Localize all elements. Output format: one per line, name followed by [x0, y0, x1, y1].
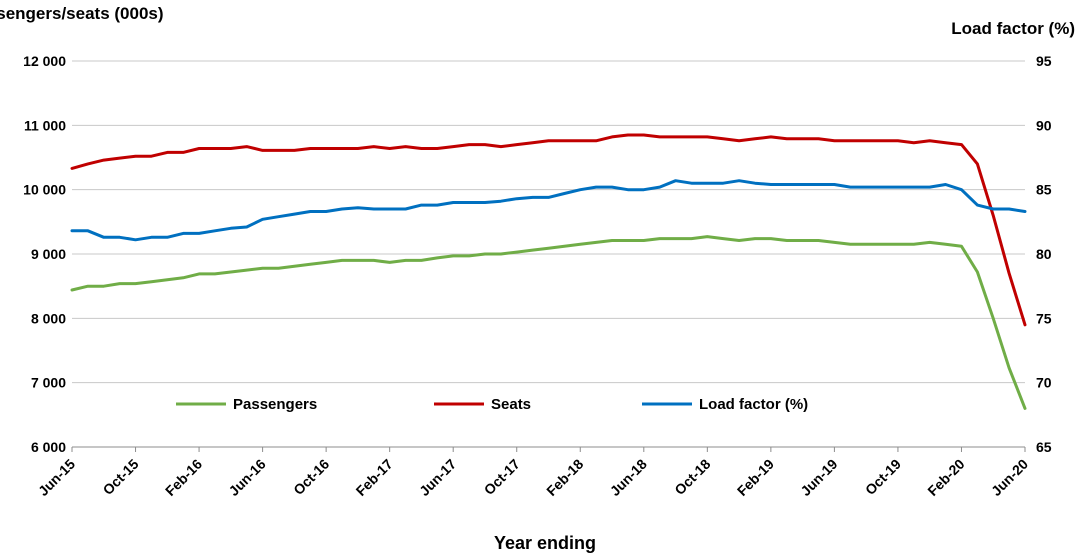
- left-y-tick-label: 12 000: [23, 53, 66, 69]
- x-tick-label: Oct-15: [100, 456, 142, 498]
- x-tick-label: Jun-15: [35, 456, 78, 499]
- x-tick-label: Feb-19: [734, 456, 777, 499]
- right-y-tick-label: 70: [1036, 375, 1052, 391]
- legend-label: Seats: [491, 396, 531, 413]
- x-tick-label: Feb-20: [924, 456, 967, 499]
- x-tick-label: Oct-16: [290, 456, 332, 498]
- x-tick-label: Jun-20: [988, 456, 1031, 499]
- left-y-tick-label: 7 000: [31, 375, 66, 391]
- gridlines: [72, 60, 1025, 448]
- right-y-tick-label: 80: [1036, 246, 1052, 262]
- right-y-tick-labels: 65 70 75 80 85 90 95: [1036, 53, 1052, 455]
- x-tick-labels: Jun-15 Oct-15 Feb-16 Jun-16 Oct-16 Feb-17 Jun-…: [35, 447, 1031, 499]
- x-axis-title: Year ending: [494, 533, 596, 553]
- x-tick-label: Jun-19: [797, 456, 840, 499]
- left-y-tick-labels: 6 000 7 000 8 000 9 000 10 000 11 000 12 000: [23, 53, 66, 455]
- x-tick-label: Jun-16: [225, 456, 268, 499]
- x-tick-label: Oct-18: [671, 456, 713, 498]
- legend-label: Load factor (%): [699, 396, 808, 413]
- series-line-load-factor: [70, 179, 1027, 242]
- x-tick-label: Oct-19: [862, 456, 904, 498]
- right-y-tick-label: 85: [1036, 182, 1052, 198]
- series-line-passengers: [70, 235, 1027, 410]
- left-y-tick-label: 10 000: [23, 182, 66, 198]
- series-line-seats: [70, 133, 1027, 327]
- x-tick-label: Oct-17: [481, 456, 523, 498]
- left-y-tick-label: 8 000: [31, 310, 66, 326]
- x-tick-label: Feb-17: [353, 456, 396, 499]
- left-y-tick-label: 9 000: [31, 246, 66, 262]
- right-y-tick-label: 75: [1036, 310, 1052, 326]
- x-tick-label: Jun-17: [416, 456, 459, 499]
- left-axis-title: Passengers/seats (000s): [0, 4, 164, 23]
- x-tick-label: Jun-18: [607, 456, 650, 499]
- series-lines: [70, 133, 1027, 410]
- legend: Passengers Seats Load factor (%): [176, 396, 808, 413]
- left-y-tick-label: 6 000: [31, 439, 66, 455]
- right-y-tick-label: 90: [1036, 117, 1052, 133]
- legend-label: Passengers: [233, 396, 317, 413]
- left-y-tick-label: 11 000: [24, 117, 66, 133]
- x-tick-label: Feb-18: [543, 456, 586, 499]
- right-axis-title: Load factor (%): [951, 19, 1075, 38]
- right-y-tick-label: 65: [1036, 439, 1052, 455]
- right-y-tick-label: 95: [1036, 53, 1052, 69]
- x-tick-label: Feb-16: [162, 456, 205, 499]
